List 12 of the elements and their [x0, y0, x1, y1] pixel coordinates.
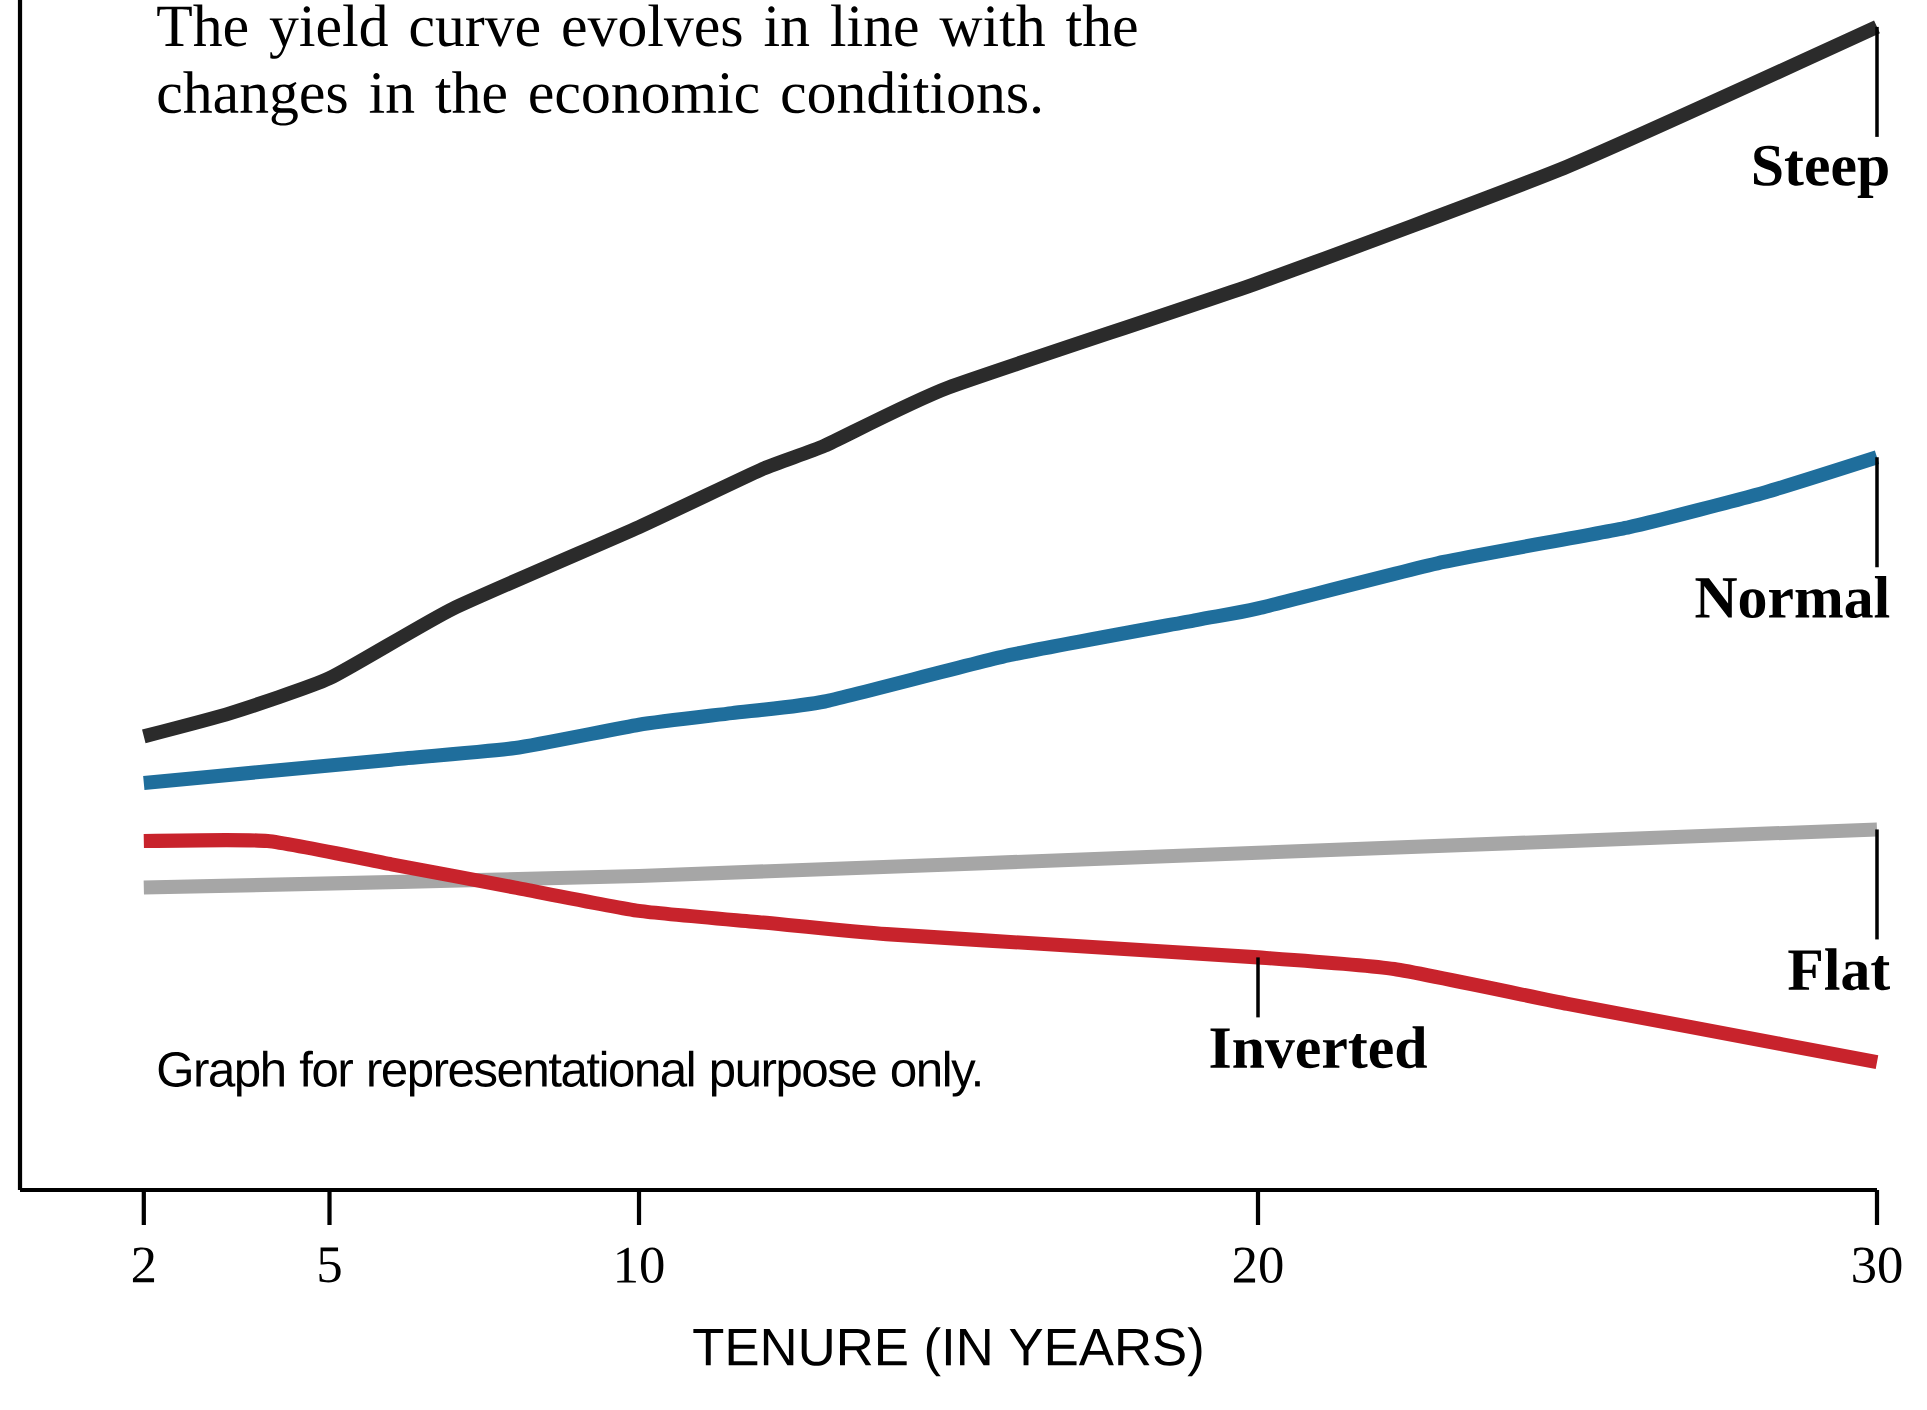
series-label: Inverted [1210, 1026, 1427, 1069]
x-axis-title: TENURE (IN YEARS) [693, 1327, 1202, 1377]
series-label: Normal [1695, 576, 1890, 619]
x-tick-label: 2 [132, 1247, 155, 1283]
chart-title: The yield curve evolves in line with the changes in the economic conditions. [157, 4, 1137, 126]
annotation: Graph for representational purpose only. [158, 1050, 980, 1097]
x-tick-label: 5 [319, 1247, 341, 1283]
x-tick-label: 20 [1233, 1247, 1283, 1283]
series-label: Steep [1754, 145, 1888, 198]
x-tick-label: 30 [1853, 1247, 1902, 1283]
series-label: Flat [1788, 948, 1890, 991]
x-tick-label: 10 [617, 1247, 664, 1283]
